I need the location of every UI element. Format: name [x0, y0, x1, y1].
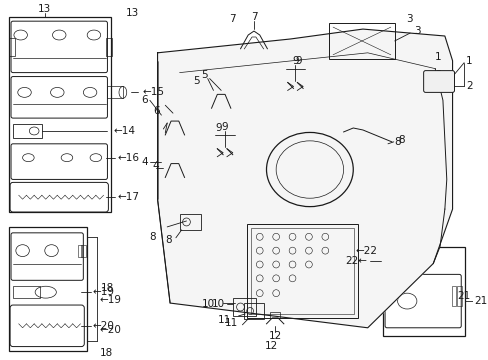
Text: 10: 10 [211, 299, 224, 309]
Text: 1: 1 [465, 56, 472, 66]
Text: ←20: ←20 [93, 321, 115, 331]
Text: 1: 1 [434, 52, 441, 62]
Text: 9: 9 [221, 122, 228, 132]
Text: 10: 10 [202, 299, 215, 309]
Bar [9, 227, 87, 351]
Text: 4: 4 [153, 161, 159, 171]
Bar [13, 286, 40, 298]
Text: 5: 5 [193, 76, 200, 86]
Text: 11: 11 [225, 318, 238, 328]
Text: 8: 8 [149, 232, 155, 242]
Text: 21: 21 [457, 291, 470, 301]
Text: ←17: ←17 [117, 192, 139, 202]
Text: ←15: ←15 [142, 87, 164, 98]
Text: 6: 6 [153, 106, 159, 116]
Bar [247, 224, 357, 318]
Text: 7: 7 [229, 14, 236, 24]
Bar [451, 286, 455, 306]
Bar [180, 214, 201, 230]
Bar [383, 247, 464, 336]
Bar [386, 255, 404, 266]
Text: 9: 9 [294, 56, 301, 66]
Bar [250, 228, 353, 314]
Bar [456, 286, 461, 306]
Text: 8: 8 [393, 137, 400, 147]
Bar [244, 303, 263, 319]
Text: ←20: ←20 [100, 325, 122, 335]
Text: 8: 8 [398, 135, 405, 145]
Text: ←19: ←19 [93, 287, 115, 297]
Text: 18: 18 [101, 283, 114, 293]
Text: 6: 6 [141, 95, 148, 105]
Bar [328, 23, 394, 59]
Text: 9: 9 [215, 123, 221, 133]
Bar [270, 312, 280, 318]
Text: 3: 3 [406, 14, 412, 24]
Polygon shape [157, 29, 451, 328]
Text: 13: 13 [125, 8, 139, 18]
Bar [107, 86, 122, 98]
Bar [9, 17, 111, 212]
FancyBboxPatch shape [423, 71, 453, 93]
Text: 2: 2 [434, 69, 441, 80]
Text: 12: 12 [264, 341, 277, 351]
Text: ←14: ←14 [113, 126, 135, 136]
Text: 2: 2 [465, 81, 472, 91]
Text: 7: 7 [250, 12, 257, 22]
Text: 3: 3 [413, 26, 420, 36]
Text: 4: 4 [141, 157, 148, 167]
Text: 9: 9 [291, 56, 298, 66]
Text: 8: 8 [165, 235, 172, 245]
Text: 18: 18 [100, 347, 113, 357]
Text: 13: 13 [38, 4, 51, 14]
Bar [78, 245, 82, 257]
Text: 11: 11 [217, 315, 230, 325]
Text: ←19: ←19 [100, 295, 122, 305]
Bar [232, 298, 255, 316]
Bar [106, 38, 112, 56]
Text: 5: 5 [201, 69, 207, 80]
Bar [81, 245, 86, 257]
Text: 22←: 22← [345, 256, 367, 266]
Text: 21: 21 [474, 296, 487, 306]
Text: ←22: ←22 [355, 246, 377, 256]
Bar [9, 38, 15, 56]
Bar [13, 124, 42, 138]
Text: ←16: ←16 [117, 153, 139, 163]
Text: 12: 12 [268, 331, 281, 341]
